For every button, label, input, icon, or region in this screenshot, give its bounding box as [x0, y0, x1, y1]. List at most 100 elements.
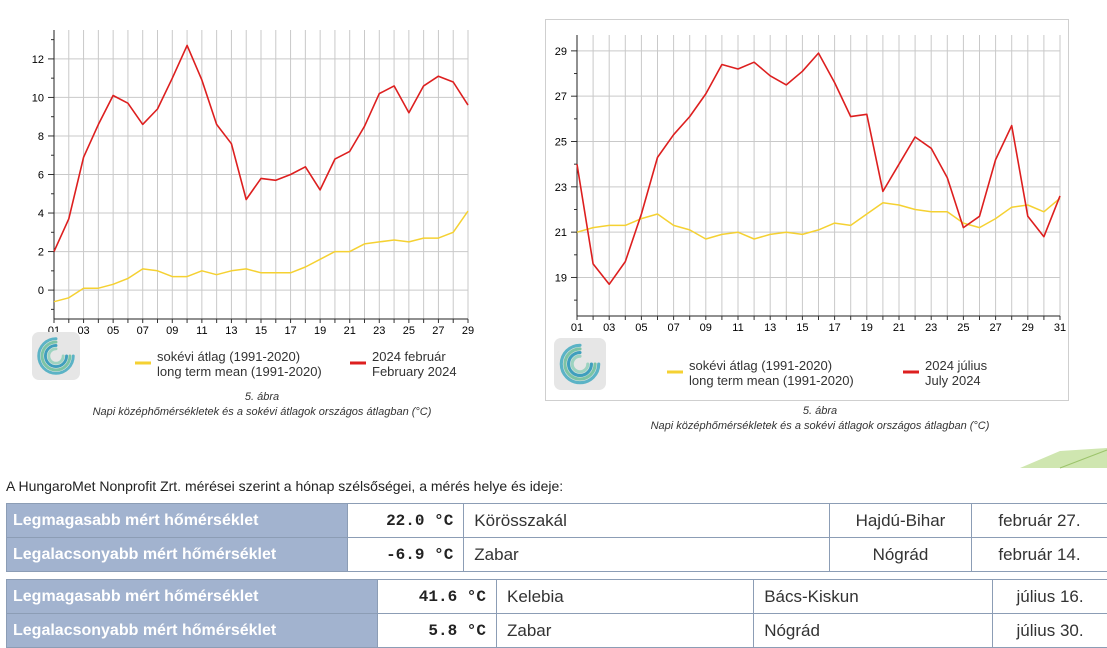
jul-series-current [576, 52, 1061, 286]
jul-logo-swirl-icon [567, 351, 593, 377]
jul-xtick-label: 25 [957, 322, 969, 334]
row-place: Zabar [495, 613, 755, 648]
feb-xtick-label: 13 [225, 325, 237, 337]
feb-xtick-label: 21 [344, 325, 356, 337]
table-row: Legalacsonyabb mért hőmérséklet 5.8 °C Z… [5, 613, 1107, 648]
feb-series-mean [53, 210, 469, 303]
jul-xtick-label: 15 [796, 322, 808, 334]
chart-february: 0 2 4 6 8 10 12 01 03 05 07 09 11 13 15 17 19 21 23 25 27 29 s… [27, 15, 497, 420]
row-value: -6.9 °C [347, 537, 465, 572]
jul-ytick-label: 21 [555, 227, 567, 239]
feb-xtick-label: 07 [137, 325, 149, 337]
row-label: Legmagasabb mért hőmérséklet [5, 503, 349, 538]
row-date: február 14. [970, 537, 1107, 572]
feb-ytick-label: 12 [32, 54, 44, 66]
jul-logo [554, 338, 606, 390]
extremes-table-july: Legmagasabb mért hőmérséklet 41.6 °C Kel… [5, 579, 1107, 648]
feb-logo [32, 332, 80, 380]
feb-ytick-label: 4 [38, 208, 44, 220]
row-place: Zabar [463, 537, 830, 572]
feb-ytick-label: 10 [32, 92, 44, 104]
jul-xtick-label: 11 [732, 322, 743, 334]
caption-february-text: Napi középhőmérsékletek és a sokévi átla… [92, 406, 432, 418]
row-place: Körösszakál [463, 503, 830, 538]
jul-xtick-label: 23 [925, 322, 937, 334]
decorative-green-shape [1020, 448, 1107, 469]
feb-xtick-label: 09 [166, 325, 178, 337]
feb-logo-swirl-icon [37, 337, 75, 375]
row-date: február 27. [970, 503, 1107, 538]
feb-xtick-label: 27 [432, 325, 444, 337]
caption-july-title: 5. ábra [802, 405, 838, 417]
jul-ytick-label: 29 [555, 46, 567, 58]
jul-logo-swirl-icon [563, 347, 597, 381]
jul-series-mean [576, 197, 1061, 240]
chart-july: 19 21 23 25 27 29 01 03 05 07 09 11 13 15 17 19 21 23 25 27… [545, 19, 1069, 401]
feb-xtick-label: 19 [314, 325, 326, 337]
jul-legend-current-hu: 2024 július [925, 358, 988, 373]
table-row: Legalacsonyabb mért hőmérséklet -6.9 °C … [5, 537, 1107, 572]
feb-legend-current-en: February 2024 [372, 364, 457, 379]
jul-ytick-label: 19 [555, 272, 567, 284]
jul-ytick-label: 25 [555, 137, 567, 149]
jul-xtick-label: 01 [571, 322, 583, 334]
feb-xtick-label: 17 [284, 325, 296, 337]
jul-ytick-label: 23 [555, 182, 567, 194]
feb-logo-swirl-icon [44, 344, 68, 368]
jul-xtick-label: 27 [989, 322, 1001, 334]
jul-xtick-label: 07 [667, 322, 679, 334]
row-county: Nógrád [828, 537, 972, 572]
jul-legend-mean-en: long term mean (1991-2020) [689, 373, 854, 388]
table-row: Legmagasabb mért hőmérséklet 41.6 °C Kel… [5, 579, 1107, 614]
jul-xtick-label: 29 [1022, 322, 1034, 334]
extremes-intro-text: A HungaroMet Nonprofit Zrt. mérései szer… [6, 478, 564, 494]
feb-xtick-label: 15 [255, 325, 267, 337]
feb-ytick-label: 0 [38, 285, 44, 297]
jul-legend-mean-hu: sokévi átlag (1991-2020) [689, 358, 832, 373]
jul-xtick-label: 03 [603, 322, 615, 334]
row-county: Nógrád [753, 613, 994, 648]
feb-logo-swirl-icon [47, 347, 65, 365]
caption-july: 5. ábra Napi középhőmérsékletek és a sok… [545, 404, 1095, 434]
feb-legend-current-hu: 2024 február [372, 349, 446, 364]
row-value: 22.0 °C [347, 503, 465, 538]
jul-logo-swirl-icon [570, 354, 590, 374]
feb-ytick-label: 6 [38, 170, 44, 182]
jul-xtick-label: 13 [764, 322, 776, 334]
jul-xtick-label: 09 [700, 322, 712, 334]
feb-ytick-label: 8 [38, 131, 44, 143]
row-date: július 16. [992, 579, 1107, 614]
row-label: Legalacsonyabb mért hőmérséklet [5, 537, 349, 572]
feb-xtick-label: 23 [373, 325, 385, 337]
jul-xtick-label: 21 [893, 322, 905, 334]
row-county: Hajdú-Bihar [828, 503, 972, 538]
row-value: 5.8 °C [377, 613, 497, 648]
extremes-table-february: Legmagasabb mért hőmérséklet 22.0 °C Kör… [5, 503, 1107, 572]
feb-xtick-label: 11 [196, 325, 207, 337]
jul-logo-swirl-icon [559, 343, 601, 385]
row-label: Legmagasabb mért hőmérséklet [5, 579, 379, 614]
feb-xtick-label: 05 [107, 325, 119, 337]
feb-xtick-label: 03 [77, 325, 89, 337]
row-county: Bács-Kiskun [753, 579, 994, 614]
row-value: 41.6 °C [377, 579, 497, 614]
feb-logo-swirl-icon [40, 340, 72, 372]
feb-xtick-label: 29 [462, 325, 474, 337]
jul-xtick-label: 19 [861, 322, 873, 334]
row-place: Kelebia [495, 579, 755, 614]
jul-ytick-label: 27 [555, 91, 567, 103]
feb-legend-mean-en: long term mean (1991-2020) [157, 364, 322, 379]
feb-xtick-label: 25 [403, 325, 415, 337]
chart-july-svg: 19 21 23 25 27 29 01 03 05 07 09 11 13 15 17 19 21 23 25 27… [554, 35, 1066, 390]
table-row: Legmagasabb mért hőmérséklet 22.0 °C Kör… [5, 503, 1107, 538]
caption-july-text: Napi középhőmérsékletek és a sokévi átla… [650, 420, 990, 432]
jul-xtick-label: 31 [1054, 322, 1066, 334]
row-date: július 30. [992, 613, 1107, 648]
feb-legend-mean-hu: sokévi átlag (1991-2020) [157, 349, 300, 364]
caption-february: 5. ábra Napi középhőmérsékletek és a sok… [27, 390, 497, 420]
feb-ytick-label: 2 [38, 247, 44, 259]
jul-xtick-label: 05 [635, 322, 647, 334]
jul-legend-current-en: July 2024 [925, 373, 981, 388]
row-label: Legalacsonyabb mért hőmérséklet [5, 613, 379, 648]
